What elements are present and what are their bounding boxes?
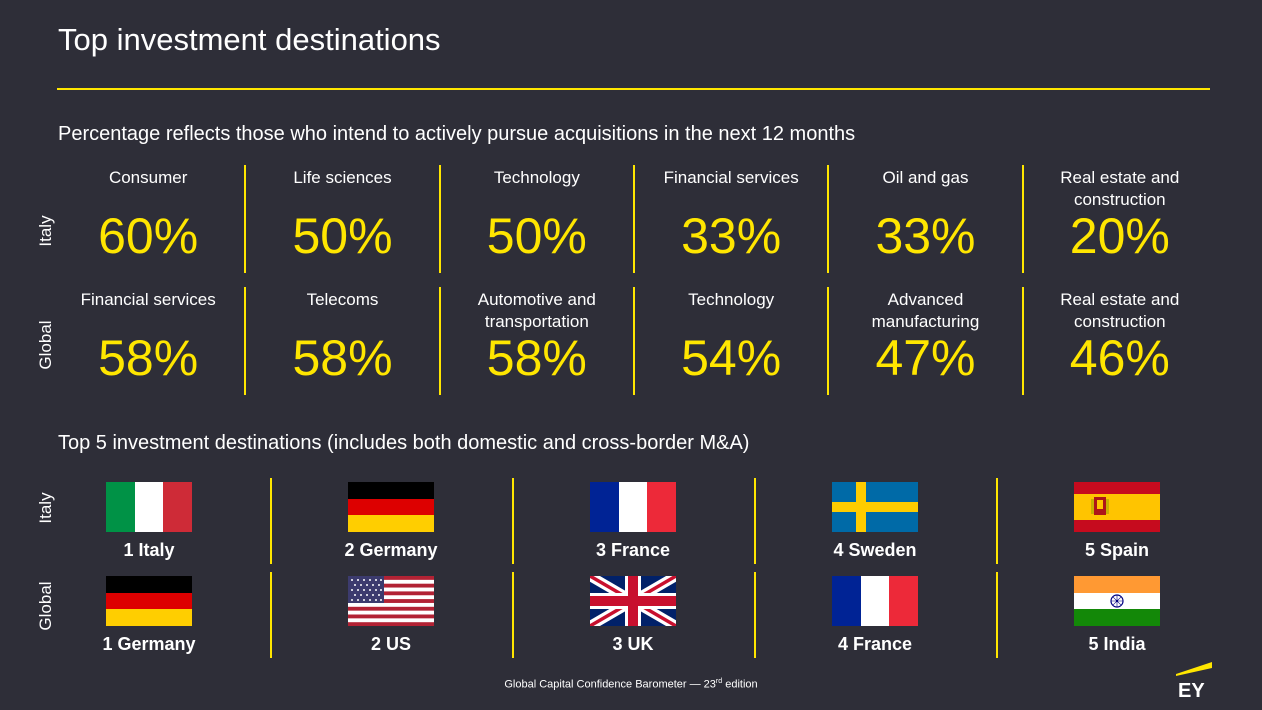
germany-flag-icon xyxy=(106,576,192,626)
italy-flag-icon xyxy=(106,482,192,532)
france-flag-icon xyxy=(590,482,676,532)
sector-name: Financial services xyxy=(80,290,216,309)
title-divider xyxy=(57,88,1210,90)
svg-text:EY: EY xyxy=(1178,680,1205,700)
sectors-subtitle: Percentage reflects those who intend to … xyxy=(58,123,856,145)
destination-label: 2 Germany xyxy=(344,540,438,560)
sector-percentage: 47% xyxy=(875,330,976,386)
destination-label: 1 Germany xyxy=(102,634,196,654)
uk-flag-icon xyxy=(590,576,676,626)
destination-cell: 2 Germany xyxy=(270,478,512,564)
sector-cell: Life sciences 50% xyxy=(244,165,438,273)
sector-name: Consumer xyxy=(108,168,188,187)
sector-name: Telecoms xyxy=(306,290,379,309)
sector-percentage: 58% xyxy=(98,330,199,386)
destination-label: 1 Italy xyxy=(123,540,175,560)
sector-percentage: 20% xyxy=(1069,208,1170,264)
sector-name: Technology xyxy=(493,168,580,187)
sector-name: Real estate and construction xyxy=(1060,168,1180,209)
global-destinations-row: 1 Germany 2 xyxy=(28,572,1238,658)
destination-label: 5 India xyxy=(1088,634,1146,654)
ey-logo-icon: EY xyxy=(1176,660,1212,702)
italy-sectors-row: Consumer 60% Life sciences 50% Technolog… xyxy=(52,165,1216,273)
destination-cell: 1 Italy xyxy=(28,480,270,564)
sector-cell: Real estate and construction 20% xyxy=(1021,165,1216,273)
india-flag-icon xyxy=(1074,576,1160,626)
sector-cell: Financial services 33% xyxy=(632,165,827,273)
sector-name: Oil and gas xyxy=(882,168,969,187)
sector-percentage: 58% xyxy=(292,330,393,386)
destination-cell: 5 India xyxy=(996,572,1238,658)
page-title: Top investment destinations xyxy=(58,22,441,57)
sector-cell: Technology 54% xyxy=(632,287,827,395)
destination-cell: 3 France xyxy=(512,478,754,564)
sector-percentage: 58% xyxy=(486,330,587,386)
sector-percentage: 33% xyxy=(681,208,782,264)
sector-name: Financial services xyxy=(663,168,799,187)
sector-cell: Oil and gas 33% xyxy=(827,165,1021,273)
destinations-subtitle: Top 5 investment destinations (includes … xyxy=(58,432,750,454)
sector-cell: Real estate and construction 46% xyxy=(1021,287,1216,395)
destination-cell: 5 Spain xyxy=(996,478,1238,564)
destination-label: 2 US xyxy=(370,634,412,654)
footer-source: Global Capital Confidence Barometer — 23… xyxy=(504,678,758,691)
destination-cell: 2 US xyxy=(270,572,512,658)
sector-percentage: 60% xyxy=(98,208,199,264)
sector-name: Real estate and construction xyxy=(1060,290,1180,331)
sector-name: Automotive and transportation xyxy=(477,290,596,331)
italy-destinations-row: 1 Italy 2 Germany 3 France 4 Sweden 5 Sp… xyxy=(28,478,1238,564)
sector-percentage: 50% xyxy=(292,208,393,264)
destination-label: 4 Sweden xyxy=(833,540,917,560)
sector-percentage: 46% xyxy=(1069,330,1170,386)
sector-name: Life sciences xyxy=(293,168,392,187)
sector-percentage: 50% xyxy=(486,208,587,264)
sector-cell: Financial services 58% xyxy=(52,287,244,395)
sweden-flag-icon xyxy=(832,482,918,532)
destination-cell: 4 France xyxy=(754,572,996,658)
sector-cell: Advanced manufacturing 47% xyxy=(827,287,1021,395)
destination-label: 5 Spain xyxy=(1084,540,1150,560)
france-flag-icon xyxy=(832,576,918,626)
destination-label: 3 France xyxy=(595,540,671,560)
destination-cell: 1 Germany xyxy=(28,574,270,658)
global-sectors-row: Financial services 58% Telecoms 58% Auto… xyxy=(52,287,1216,395)
sector-name: Technology xyxy=(688,290,775,309)
sector-name: Advanced manufacturing xyxy=(871,290,980,331)
sector-percentage: 33% xyxy=(875,208,976,264)
destination-label: 4 France xyxy=(837,634,913,654)
sector-cell: Technology 50% xyxy=(438,165,633,273)
destination-cell: 3 UK xyxy=(512,572,754,658)
spain-flag-icon xyxy=(1074,482,1160,532)
us-flag-icon xyxy=(348,576,434,626)
sector-cell: Consumer 60% xyxy=(52,165,244,273)
destination-cell: 4 Sweden xyxy=(754,478,996,564)
sector-cell: Telecoms 58% xyxy=(244,287,438,395)
germany-flag-icon xyxy=(348,482,434,532)
sector-percentage: 54% xyxy=(681,330,782,386)
destination-label: 3 UK xyxy=(612,634,654,654)
sector-cell: Automotive and transportation 58% xyxy=(438,287,633,395)
